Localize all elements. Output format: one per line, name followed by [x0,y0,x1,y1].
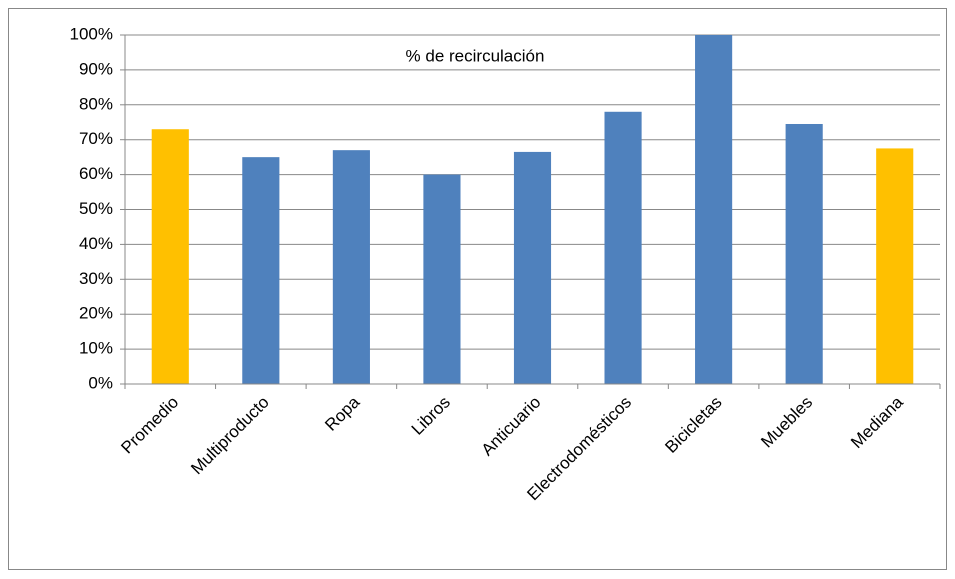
bar [423,174,461,384]
y-tick-label: 100% [70,24,113,43]
y-tick-label: 40% [79,234,113,253]
bar [151,129,189,384]
bar [695,35,733,384]
y-tick-label: 80% [79,94,113,113]
bar [785,123,823,385]
y-tick-label: 0% [88,373,113,392]
y-tick-label: 30% [79,269,113,288]
bar [242,157,280,384]
y-tick-label: 20% [79,304,113,323]
y-tick-label: 50% [79,199,113,218]
bar [332,150,370,384]
y-tick-label: 70% [79,129,113,148]
bar [604,111,642,384]
y-tick-label: 60% [79,164,113,183]
y-tick-label: 90% [79,59,113,78]
bar [513,151,552,384]
bar [876,148,914,384]
chart-title: % de recirculación [406,46,545,65]
y-tick-label: 10% [79,339,113,358]
